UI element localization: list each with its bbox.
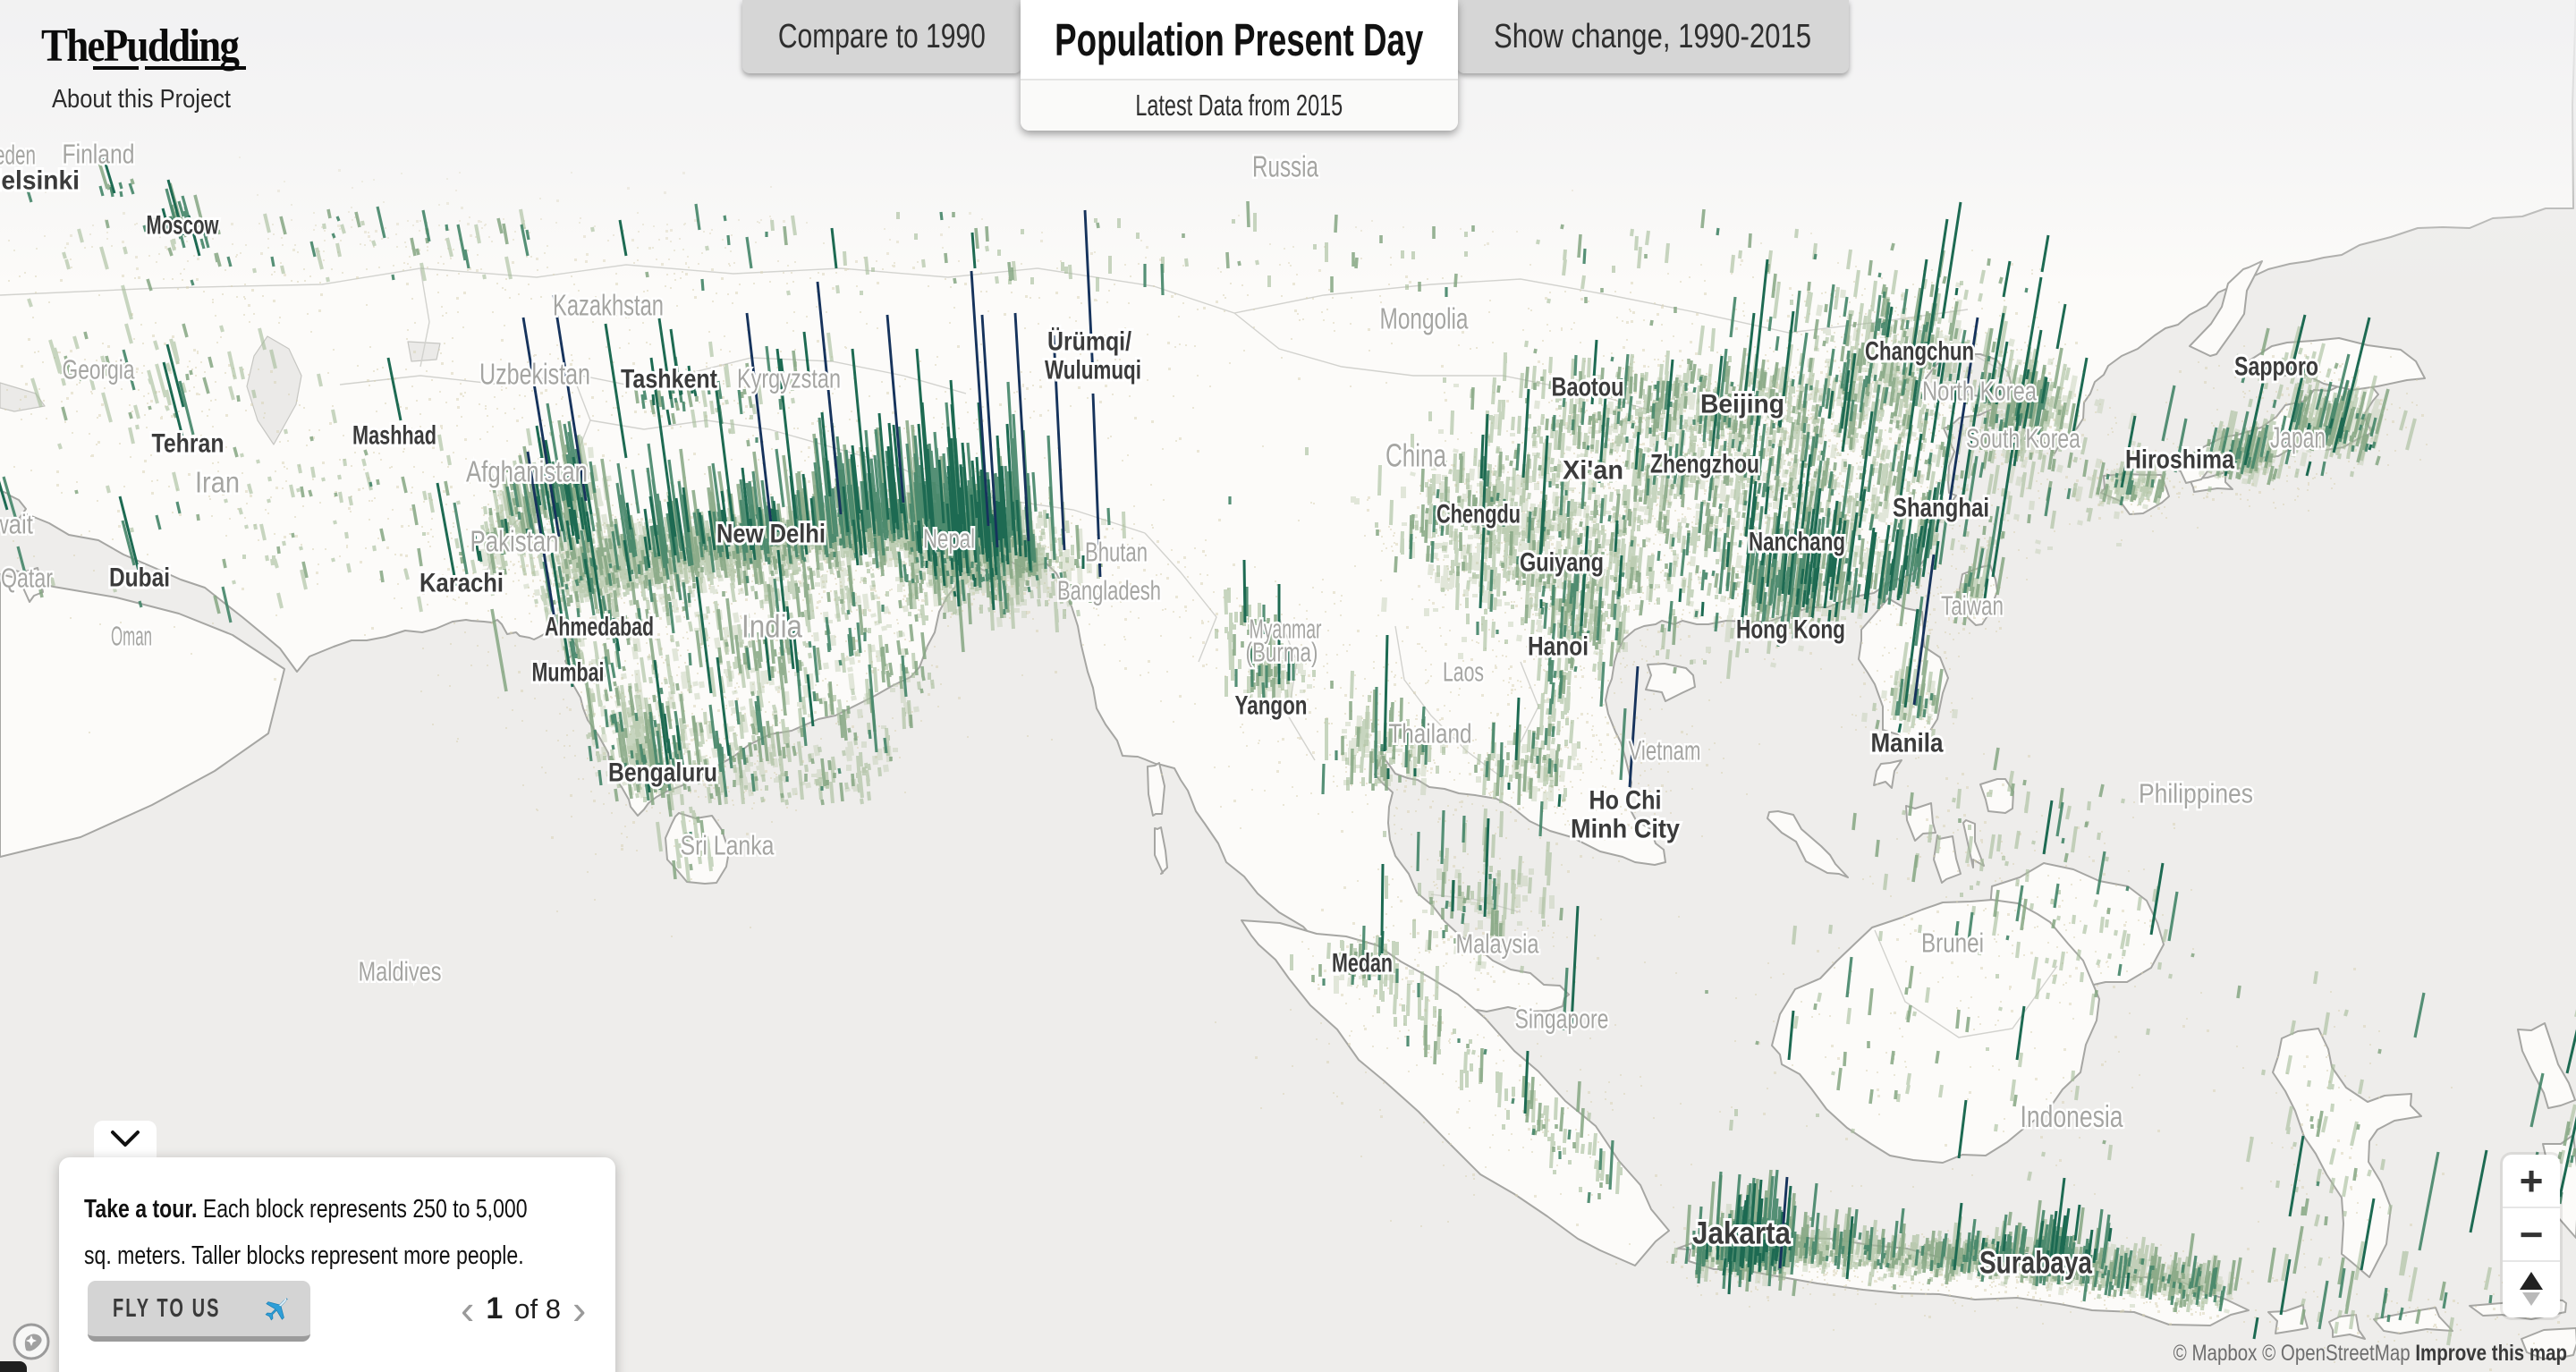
svg-text:Sapporo: Sapporo [2234,352,2318,382]
svg-text:Tashkent: Tashkent [621,365,717,394]
svg-text:Indonesia: Indonesia [2021,1100,2123,1134]
svg-text:Vietnam: Vietnam [1629,735,1701,766]
svg-text:eden: eden [0,140,36,171]
svg-text:Oman: Oman [111,621,152,652]
svg-text:Laos: Laos [1443,656,1484,688]
svg-text:Sri Lanka: Sri Lanka [681,830,775,861]
svg-text:Yangon: Yangon [1235,691,1308,721]
svg-text:Ahmedabad: Ahmedabad [545,613,654,642]
svg-text:Surabaya: Surabaya [1979,1246,2092,1281]
svg-text:North Korea: North Korea [1922,376,2038,407]
svg-text:Chengdu: Chengdu [1436,500,1521,529]
svg-text:Mongolia: Mongolia [1380,302,1469,335]
svg-text:China: China [1385,437,1447,474]
svg-text:South Korea: South Korea [1966,423,2081,454]
svg-text:Japan: Japan [2270,421,2326,454]
svg-text:Jakarta: Jakarta [1692,1216,1791,1251]
svg-text:Taiwan: Taiwan [1941,590,2004,622]
svg-text:Bangladesh: Bangladesh [1057,575,1161,606]
svg-text:Uzbekistan: Uzbekistan [479,358,590,391]
svg-text:Bengaluru: Bengaluru [608,758,717,788]
svg-text:Thailand: Thailand [1389,718,1472,750]
svg-text:Finland: Finland [63,139,135,170]
svg-text:wait: wait [0,509,33,540]
svg-text:Georgia: Georgia [63,354,136,385]
svg-text:Xi'an: Xi'an [1563,456,1623,486]
svg-text:Kyrgyzstan: Kyrgyzstan [737,363,841,394]
svg-text:Ürümqi/: Ürümqi/ [1047,327,1132,357]
svg-text:Helsinki: Helsinki [0,166,80,196]
svg-text:Nanchang: Nanchang [1749,528,1845,557]
svg-text:Changchun: Changchun [1865,337,1974,367]
svg-text:Afghanistan: Afghanistan [466,455,588,488]
svg-text:India: India [741,608,803,645]
svg-text:Wulumuqi: Wulumuqi [1045,356,1141,385]
svg-text:Medan: Medan [1332,949,1393,978]
svg-text:Kazakhstan: Kazakhstan [553,289,664,322]
svg-text:Shanghai: Shanghai [1893,494,1989,523]
svg-text:Qatar: Qatar [1,563,53,594]
svg-text:Nepal: Nepal [923,523,975,555]
svg-text:Brunei: Brunei [1921,927,1984,959]
svg-text:Russia: Russia [1252,150,1318,183]
svg-text:Baotou: Baotou [1552,373,1624,402]
svg-text:New Delhi: New Delhi [716,520,826,549]
svg-text:Hanoi: Hanoi [1528,632,1589,662]
svg-text:Tehran: Tehran [152,429,225,459]
svg-text:Manila: Manila [1871,729,1944,758]
svg-text:Malaysia: Malaysia [1456,928,1540,960]
svg-text:Singapore: Singapore [1515,1004,1609,1035]
svg-text:Hiroshima: Hiroshima [2125,445,2234,475]
svg-text:Beijing: Beijing [1700,390,1784,419]
svg-text:Zhengzhou: Zhengzhou [1650,450,1759,479]
svg-text:Guiyang: Guiyang [1520,548,1604,578]
svg-text:Philippines: Philippines [2139,778,2253,809]
svg-text:Iran: Iran [195,466,240,499]
svg-text:Pakistan: Pakistan [470,525,559,558]
svg-text:Ho Chi: Ho Chi [1589,786,1662,816]
svg-text:Dubai: Dubai [109,563,170,593]
svg-text:Bhutan: Bhutan [1085,537,1148,568]
svg-text:Minh City: Minh City [1571,815,1680,844]
svg-text:(Burma): (Burma) [1246,637,1318,668]
svg-text:Myanmar: Myanmar [1250,614,1322,645]
svg-text:Mumbai: Mumbai [532,658,605,688]
svg-text:Maldives: Maldives [359,956,442,987]
svg-text:Karachi: Karachi [419,569,504,598]
svg-text:Moscow: Moscow [147,211,219,241]
svg-text:Mashhad: Mashhad [352,421,436,451]
svg-text:Hong Kong: Hong Kong [1736,615,1845,645]
